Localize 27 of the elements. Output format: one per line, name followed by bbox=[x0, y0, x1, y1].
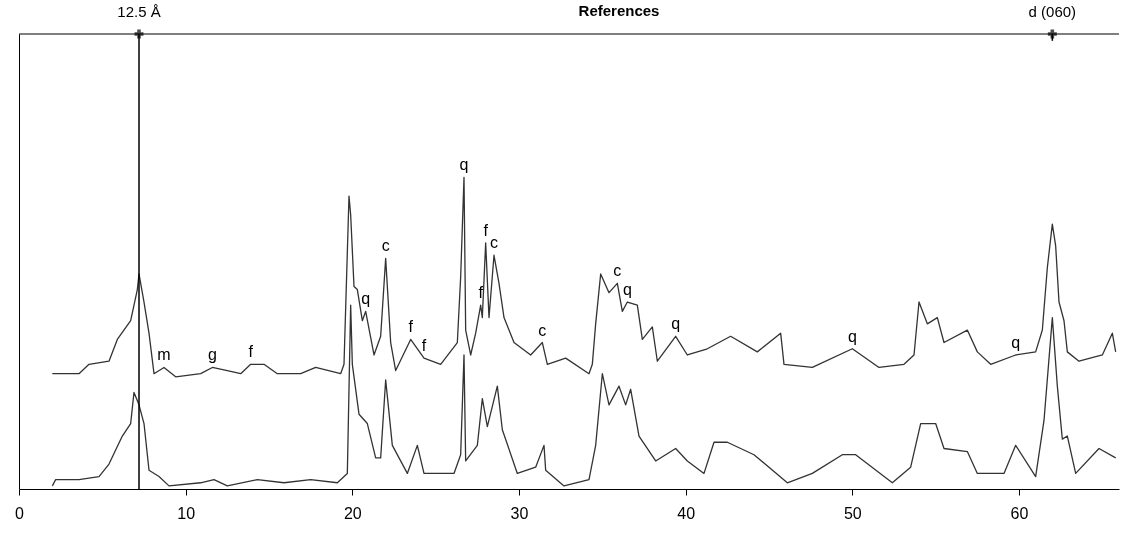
x-tick-label: 40 bbox=[677, 504, 696, 522]
x-tick-label: 20 bbox=[343, 504, 362, 522]
chart-title: References bbox=[578, 2, 660, 19]
annotation: q bbox=[847, 327, 857, 345]
annotation: c bbox=[613, 262, 622, 280]
annotation: c bbox=[538, 321, 547, 339]
annotation: c bbox=[381, 237, 390, 255]
annotation: q bbox=[361, 290, 371, 308]
x-tick-label: 30 bbox=[510, 504, 529, 522]
annotation: f bbox=[248, 343, 254, 361]
annotation: f bbox=[408, 318, 414, 336]
ref-line-label: d (060) bbox=[1028, 3, 1077, 20]
x-tick-label: 0 bbox=[15, 504, 25, 522]
annotation: f bbox=[483, 221, 489, 239]
x-tick-label: 10 bbox=[177, 504, 196, 522]
x-tick-label: 60 bbox=[1010, 504, 1029, 522]
annotation: f bbox=[421, 337, 427, 355]
annotation: g bbox=[207, 346, 217, 364]
x-tick-label: 50 bbox=[843, 504, 862, 522]
annotation: q bbox=[671, 315, 681, 333]
annotation: f bbox=[478, 284, 484, 302]
annotation: q bbox=[459, 156, 469, 174]
annotation: q bbox=[1011, 333, 1021, 351]
annotation: m bbox=[157, 346, 171, 364]
annotation: c bbox=[490, 234, 498, 252]
annotation: q bbox=[622, 281, 632, 299]
ref-line-label: 12.5 Å bbox=[117, 3, 161, 20]
